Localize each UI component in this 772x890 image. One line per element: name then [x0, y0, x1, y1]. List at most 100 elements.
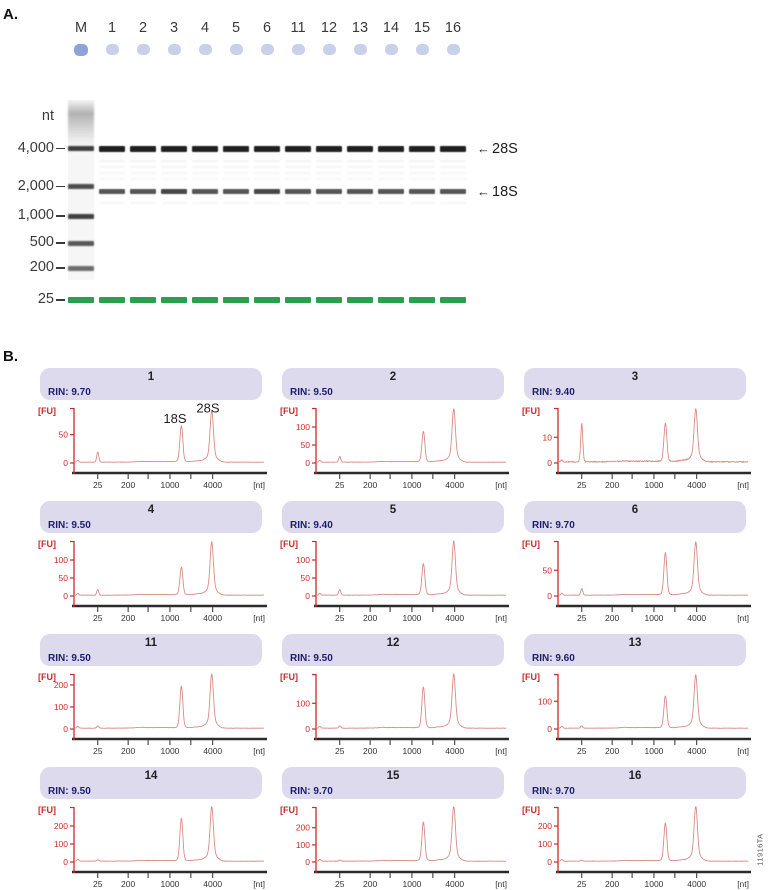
- ladder-label: 500: [29, 234, 54, 250]
- rin-value: RIN: 9.40: [290, 520, 333, 531]
- sample-number: 5: [389, 504, 397, 516]
- x-tick-label: 25: [93, 746, 103, 756]
- ladder-band: [68, 184, 94, 189]
- rna-trace: [315, 540, 507, 596]
- marker-25-band: [223, 297, 249, 303]
- faint-band: [378, 160, 404, 162]
- faint-band: [409, 166, 435, 168]
- sample-header: 12 RIN: 9.50: [282, 634, 504, 666]
- y-tick-label: 50: [301, 440, 311, 450]
- sample-header: 4 RIN: 9.50: [40, 501, 262, 533]
- sample-well: [446, 44, 460, 55]
- y-tick-label: 0: [547, 458, 552, 468]
- y-tick-label: 100: [54, 702, 68, 712]
- electropherogram-plot: 25 200 1000 4000 [nt] 0 50 [FU] 18S 28S: [38, 401, 267, 490]
- y-tick-label: 200: [54, 680, 68, 690]
- rin-value: RIN: 9.50: [290, 653, 333, 664]
- y-tick-label: 100: [538, 839, 552, 849]
- x-tick-label: 25: [577, 879, 587, 889]
- band-18s: [285, 189, 311, 194]
- sample-well: [353, 44, 367, 55]
- electropherogram-cell: 14 RIN: 9.50 25 200 1000 4000 [nt] 0 100 200 [FU…: [30, 763, 268, 890]
- sample-header: 15 RIN: 9.70: [282, 767, 504, 799]
- y-tick-label: 100: [538, 696, 552, 706]
- gel-image: M 1 2 3 4 5 6 11 12 13 14 15 16 nt 4,000 2,000 1,000 500 2…: [0, 0, 772, 340]
- faint-band: [316, 160, 342, 162]
- faint-band: [440, 172, 466, 174]
- band-28s: [285, 145, 311, 152]
- sample-header: 6 RIN: 9.70: [524, 501, 746, 533]
- x-tick-label: 4000: [445, 746, 464, 756]
- band-18s: [130, 189, 156, 194]
- y-tick-label: 0: [547, 857, 552, 867]
- sample-number: 14: [144, 770, 158, 782]
- faint-band: [99, 166, 125, 168]
- y-tick-label: 100: [54, 555, 68, 565]
- electropherogram-cell: 1 RIN: 9.70 25 200 1000 4000 [nt] 0 50 [FU] 18S 2…: [30, 364, 268, 497]
- rna-trace: [73, 409, 265, 463]
- sample-number: 12: [386, 637, 400, 649]
- band-18s: [99, 189, 125, 194]
- electropherogram-plot: 25 200 1000 4000 [nt] 0 50 100 [FU]: [280, 406, 509, 490]
- electropherogram-plot: 25 200 1000 4000 [nt] 0 50 100 [FU]: [38, 539, 267, 623]
- sample-well: [415, 44, 429, 55]
- sample-number: 1: [147, 371, 155, 383]
- electropherogram-grid: 1 RIN: 9.70 25 200 1000 4000 [nt] 0 50 [FU] 18S 2…: [30, 364, 752, 890]
- band-annotation-label: 18S: [492, 183, 518, 200]
- band-18s: [254, 189, 280, 194]
- band-28s: [254, 145, 280, 152]
- x-tick-label: 200: [605, 746, 619, 756]
- faint-band: [440, 166, 466, 168]
- marker-well: [74, 44, 88, 56]
- y-tick-label: 100: [54, 839, 68, 849]
- faint-band: [378, 178, 404, 180]
- rin-value: RIN: 9.50: [48, 786, 91, 797]
- x-tick-label: 25: [93, 613, 103, 623]
- x-tick-label: 4000: [203, 879, 222, 889]
- y-tick-label: 0: [547, 591, 552, 601]
- faint-band: [223, 178, 249, 180]
- sample-number: 3: [631, 371, 639, 383]
- lane-label: 4: [200, 20, 210, 36]
- faint-band: [285, 172, 311, 174]
- electropherogram-cell: 13 RIN: 9.60 25 200 1000 4000 [nt] 0 100 [FU]: [514, 630, 752, 763]
- band-28s: [409, 145, 435, 152]
- x-tick-label: 1000: [402, 746, 421, 756]
- faint-band: [285, 166, 311, 168]
- sample-well: [167, 44, 181, 55]
- y-axis-unit-label: [FU]: [38, 805, 56, 815]
- y-axis-unit-label: [FU]: [38, 539, 56, 549]
- faint-band: [130, 202, 156, 204]
- band-28s: [347, 145, 373, 152]
- faint-band: [409, 178, 435, 180]
- x-axis-unit-label: [nt]: [253, 746, 265, 756]
- marker-25-band: [130, 297, 156, 303]
- faint-band: [378, 202, 404, 204]
- band-28s: [99, 145, 125, 152]
- sample-header: 1 RIN: 9.70: [40, 368, 262, 400]
- faint-band: [161, 178, 187, 180]
- figure-id-watermark: 11916TA: [755, 833, 765, 866]
- faint-band: [347, 166, 373, 168]
- lane-label: 3: [169, 20, 179, 36]
- lane-label: 14: [382, 20, 400, 36]
- x-tick-label: 200: [363, 879, 377, 889]
- faint-band: [316, 166, 342, 168]
- rin-value: RIN: 9.50: [48, 653, 91, 664]
- y-axis-unit-label: [FU]: [522, 805, 540, 815]
- marker-25-band: [378, 297, 404, 303]
- sample-header: 16 RIN: 9.70: [524, 767, 746, 799]
- faint-band: [161, 172, 187, 174]
- band-28s: [223, 145, 249, 152]
- marker-25-band: [192, 297, 218, 303]
- y-tick-label: 0: [305, 857, 310, 867]
- faint-band: [161, 202, 187, 204]
- y-tick-label: 50: [59, 573, 69, 583]
- x-tick-label: 25: [577, 613, 587, 623]
- faint-band: [285, 160, 311, 162]
- marker-lower-band: [68, 297, 94, 303]
- band-18s: [223, 189, 249, 194]
- x-axis-unit-label: [nt]: [737, 480, 749, 490]
- x-tick-label: 4000: [687, 480, 706, 490]
